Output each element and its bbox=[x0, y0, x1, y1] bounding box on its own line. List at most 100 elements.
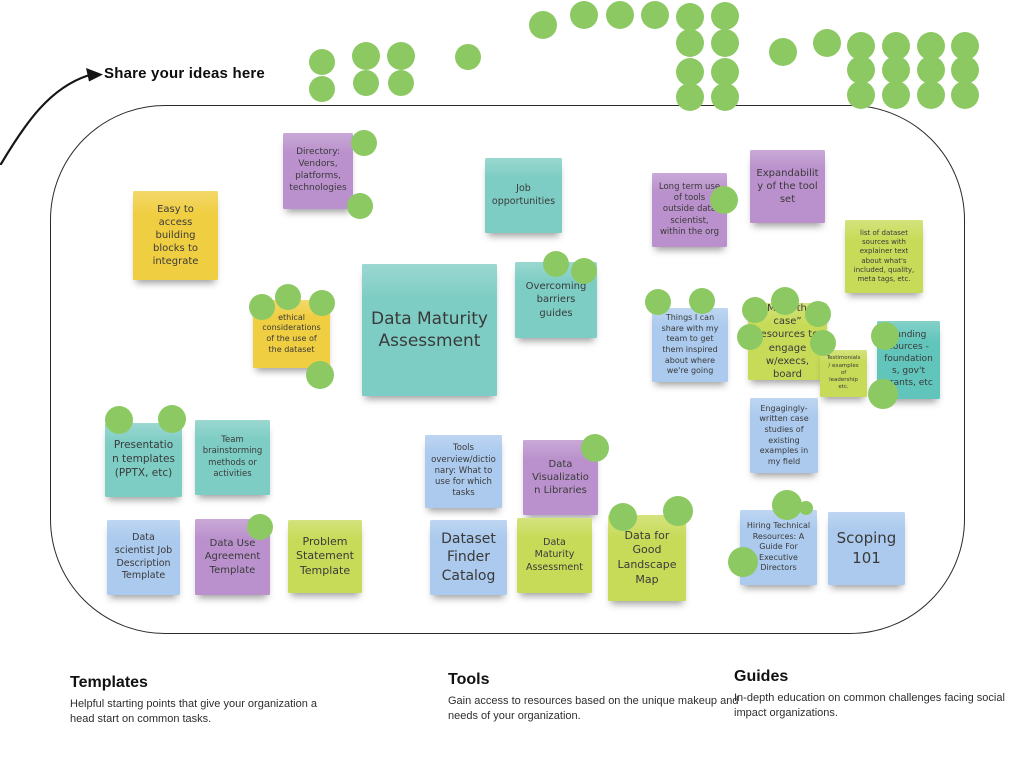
vote-dot[interactable] bbox=[742, 297, 768, 323]
vote-dot[interactable] bbox=[728, 547, 758, 577]
vote-dot[interactable] bbox=[710, 186, 738, 214]
vote-dot[interactable] bbox=[105, 406, 133, 434]
vote-dot[interactable] bbox=[868, 379, 898, 409]
vote-dot[interactable] bbox=[529, 11, 557, 39]
vote-dot[interactable] bbox=[543, 251, 569, 277]
vote-dot[interactable] bbox=[676, 3, 704, 31]
sticky-note-job-opportunities[interactable]: Job opportunities bbox=[485, 158, 562, 233]
vote-dot[interactable] bbox=[847, 81, 875, 109]
sticky-note-case-studies[interactable]: Engagingly-written case studies of exist… bbox=[750, 398, 818, 473]
vote-dot[interactable] bbox=[771, 287, 799, 315]
vote-dot[interactable] bbox=[306, 361, 334, 389]
vote-dot[interactable] bbox=[711, 58, 739, 86]
sticky-note-text: Tools overview/dictionary: What to use f… bbox=[431, 443, 496, 499]
sticky-note-text: Data Maturity Assessment bbox=[526, 536, 583, 573]
vote-dot[interactable] bbox=[951, 81, 979, 109]
vote-dot[interactable] bbox=[711, 29, 739, 57]
sticky-note-text: Data for Good Landscape Map bbox=[617, 528, 677, 586]
sticky-note-expandability[interactable]: Expandability of the tool set bbox=[750, 150, 825, 223]
sticky-note-easy-access[interactable]: Easy to access building blocks to integr… bbox=[133, 191, 218, 280]
sticky-note-text: Directory: Vendors, platforms, technolog… bbox=[289, 147, 347, 193]
vote-dot[interactable] bbox=[810, 330, 836, 356]
sticky-note-data-scientist-job-description[interactable]: Data scientist Job Description Template bbox=[107, 520, 180, 595]
vote-dot[interactable] bbox=[158, 405, 186, 433]
vote-dot[interactable] bbox=[351, 130, 377, 156]
vote-dot[interactable] bbox=[275, 284, 301, 310]
vote-dot[interactable] bbox=[309, 49, 335, 75]
sticky-note-text: Data scientist Job Description Template bbox=[114, 532, 173, 582]
sticky-note-text: ethical considerations of the use of the… bbox=[262, 312, 321, 354]
sticky-note-data-maturity-assessment-large[interactable]: Data Maturity Assessment bbox=[362, 264, 497, 396]
vote-dot[interactable] bbox=[676, 29, 704, 57]
sticky-note-problem-statement[interactable]: Problem Statement Template bbox=[288, 520, 362, 593]
vote-dot[interactable] bbox=[455, 44, 481, 70]
sticky-note-things-to-share[interactable]: Things I can share with my team to get t… bbox=[652, 308, 728, 382]
sticky-note-data-maturity-assessment-small[interactable]: Data Maturity Assessment bbox=[517, 518, 592, 593]
sticky-note-text: Hiring Technical Resources: A Guide For … bbox=[746, 521, 811, 573]
section-title: Guides bbox=[734, 668, 789, 685]
vote-dot[interactable] bbox=[917, 56, 945, 84]
vote-dot[interactable] bbox=[387, 42, 415, 70]
share-label: Share your ideas here bbox=[104, 65, 265, 82]
sticky-note-text: Data Visualization Libraries bbox=[532, 458, 589, 497]
vote-dot[interactable] bbox=[711, 83, 739, 111]
sticky-note-text: Scoping 101 bbox=[836, 528, 897, 567]
sticky-note-dataset-finder-catalog[interactable]: Dataset Finder Catalog bbox=[430, 520, 507, 595]
vote-dot[interactable] bbox=[249, 294, 275, 320]
sticky-note-dataset-sources-list[interactable]: list of dataset sources with explainer t… bbox=[845, 220, 923, 293]
vote-dot[interactable] bbox=[769, 38, 797, 66]
section-title: Tools bbox=[448, 671, 490, 688]
sticky-note-text: Engagingly-written case studies of exist… bbox=[759, 403, 809, 466]
vote-dot[interactable] bbox=[917, 32, 945, 60]
vote-dot[interactable] bbox=[676, 58, 704, 86]
vote-dot[interactable] bbox=[663, 496, 693, 526]
sticky-note-text: Problem Statement Template bbox=[296, 534, 354, 577]
vote-dot[interactable] bbox=[882, 32, 910, 60]
vote-dot[interactable] bbox=[847, 32, 875, 60]
vote-dot[interactable] bbox=[581, 434, 609, 462]
sticky-note-directory[interactable]: Directory: Vendors, platforms, technolog… bbox=[283, 133, 353, 209]
vote-dot[interactable] bbox=[951, 32, 979, 60]
vote-dot[interactable] bbox=[676, 83, 704, 111]
sticky-note-text: Testimonials/ examples of leadership etc… bbox=[826, 355, 861, 391]
vote-dot[interactable] bbox=[871, 322, 899, 350]
sticky-note-tools-overview[interactable]: Tools overview/dictionary: What to use f… bbox=[425, 435, 502, 508]
vote-dot[interactable] bbox=[711, 2, 739, 30]
vote-dot[interactable] bbox=[645, 289, 671, 315]
vote-dot[interactable] bbox=[641, 1, 669, 29]
vote-dot[interactable] bbox=[309, 76, 335, 102]
sticky-note-scoping-101[interactable]: Scoping 101 bbox=[828, 512, 905, 585]
vote-dot[interactable] bbox=[571, 258, 597, 284]
vote-dot[interactable] bbox=[917, 81, 945, 109]
vote-dot[interactable] bbox=[882, 56, 910, 84]
sticky-note-text: Overcoming barriers guides bbox=[525, 281, 587, 319]
vote-dot[interactable] bbox=[570, 1, 598, 29]
sticky-note-text: Data Maturity Assessment bbox=[371, 308, 488, 351]
sticky-note-team-brainstorming[interactable]: Team brainstorming methods or activities bbox=[195, 420, 270, 495]
sticky-note-presentation-templates[interactable]: Presentation templates (PPTX, etc) bbox=[105, 423, 182, 497]
vote-dot[interactable] bbox=[309, 290, 335, 316]
vote-dot[interactable] bbox=[813, 29, 841, 57]
vote-dot[interactable] bbox=[388, 70, 414, 96]
vote-dot[interactable] bbox=[805, 301, 831, 327]
sticky-note-text: Funding sources - foundations, gov't gra… bbox=[884, 330, 933, 388]
vote-dot[interactable] bbox=[847, 56, 875, 84]
vote-dot[interactable] bbox=[247, 514, 273, 540]
vote-dot[interactable] bbox=[882, 81, 910, 109]
vote-dot[interactable] bbox=[951, 56, 979, 84]
vote-dot[interactable] bbox=[352, 42, 380, 70]
vote-dot[interactable] bbox=[347, 193, 373, 219]
sticky-note-text: Data Use Agreement Template bbox=[204, 538, 261, 576]
vote-dot[interactable] bbox=[772, 490, 802, 520]
vote-dot[interactable] bbox=[799, 501, 813, 515]
vote-dot[interactable] bbox=[689, 288, 715, 314]
vote-dot[interactable] bbox=[737, 324, 763, 350]
section-templates: Templates Helpful starting points that gi… bbox=[70, 674, 340, 728]
section-guides: Guides In-depth education on common chall… bbox=[734, 668, 1024, 722]
vote-dot[interactable] bbox=[606, 1, 634, 29]
sticky-note-testimonials[interactable]: Testimonials/ examples of leadership etc… bbox=[820, 350, 867, 397]
vote-dot[interactable] bbox=[353, 70, 379, 96]
vote-dot[interactable] bbox=[609, 503, 637, 531]
sticky-note-text: Things I can share with my team to get t… bbox=[661, 313, 719, 376]
